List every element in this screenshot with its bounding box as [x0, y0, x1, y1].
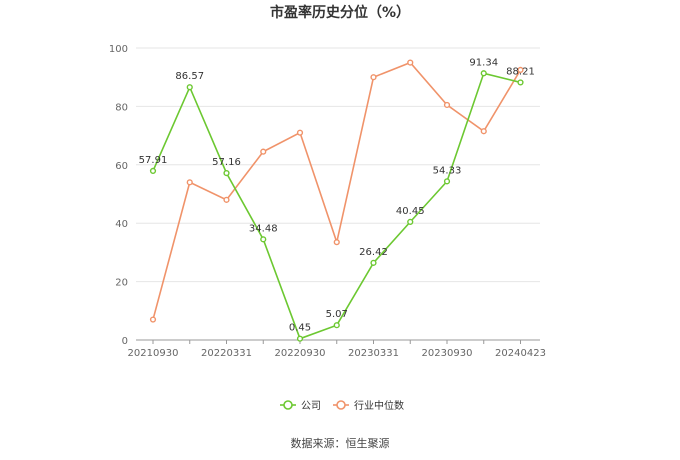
x-tick-label: 20240423 [495, 348, 546, 359]
industry-point [480, 128, 487, 135]
company-data-label: 86.57 [175, 71, 204, 82]
company-point [443, 178, 451, 185]
company-data-label: 91.34 [469, 57, 498, 68]
chart-title: 市盈率历史分位（%） [269, 5, 411, 21]
company-data-label: 34.48 [249, 223, 278, 234]
legend-industry-marker [336, 400, 346, 410]
industry-point [186, 179, 193, 186]
company-data-label: 57.16 [212, 157, 241, 168]
company-point [407, 218, 414, 225]
company-series-line [152, 72, 521, 340]
company-point [296, 335, 304, 342]
y-tick-label: 20 [115, 278, 128, 289]
y-tick-label: 100 [109, 44, 128, 55]
industry-point [333, 239, 340, 246]
x-tick-label: 20230930 [422, 348, 473, 359]
company-data-label: 26.42 [359, 247, 388, 258]
y-tick-label: 0 [122, 336, 128, 347]
industry-point [443, 101, 451, 109]
industry-point [223, 196, 230, 203]
industry-point [149, 316, 157, 323]
company-data-label: 5.07 [326, 309, 348, 320]
company-point [223, 169, 230, 177]
x-tick-label: 20220331 [201, 348, 252, 359]
company-data-label: 40.45 [396, 206, 425, 217]
industry-point [260, 148, 267, 155]
company-point [517, 79, 524, 86]
legend-industry-label: 行业中位数 [354, 399, 404, 412]
industry-series-line [152, 61, 522, 320]
company-data-label: 57.91 [139, 155, 168, 166]
legend-company-label: 公司 [301, 401, 321, 412]
y-tick-label: 60 [115, 161, 128, 172]
company-point [480, 70, 487, 77]
company-point [186, 84, 193, 91]
company-data-label: 88.21 [506, 66, 535, 77]
industry-point [296, 129, 304, 136]
company-data-label: 54.33 [433, 165, 462, 176]
x-tick-label: 20230331 [348, 348, 399, 359]
company-point [260, 236, 267, 243]
company-point [149, 167, 157, 175]
company-data-label: 0.45 [289, 323, 311, 334]
legend-company-marker [283, 400, 293, 410]
x-tick-label: 20220930 [275, 348, 326, 359]
industry-point [370, 74, 377, 81]
source-note: 数据来源：恒生聚源 [290, 437, 390, 450]
company-point [333, 322, 340, 329]
y-tick-label: 40 [115, 219, 128, 230]
company-point [370, 259, 377, 266]
industry-point [517, 66, 524, 74]
industry-point [407, 59, 414, 66]
x-tick-label: 20210930 [128, 348, 179, 359]
y-tick-label: 80 [115, 102, 128, 113]
